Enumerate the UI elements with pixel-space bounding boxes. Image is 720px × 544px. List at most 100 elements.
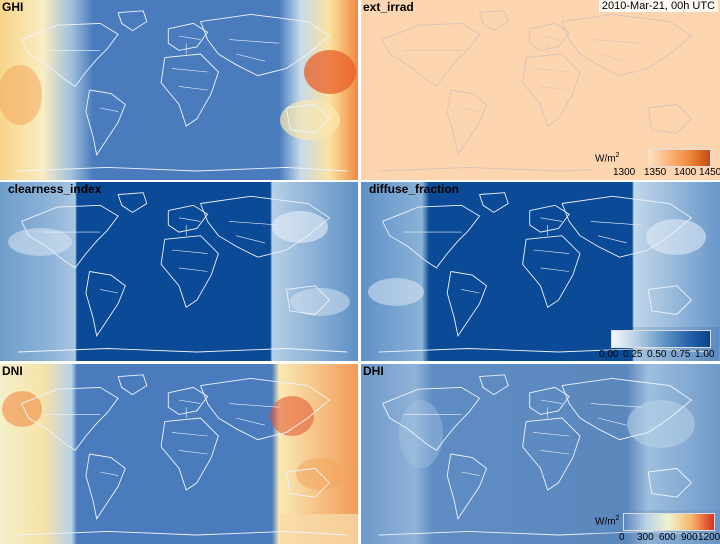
country-border bbox=[178, 450, 208, 455]
panel-title: GHI bbox=[2, 0, 24, 14]
panel-ghi: GHI bbox=[0, 0, 358, 180]
coastline bbox=[85, 89, 126, 156]
coastline bbox=[21, 204, 119, 269]
fraction-legend: 0.00 0.25 0.50 0.75 1.00 bbox=[599, 327, 719, 361]
coastline bbox=[17, 348, 348, 353]
coastline bbox=[200, 377, 331, 441]
coastline bbox=[446, 453, 488, 520]
clearness-index-coastlines bbox=[17, 192, 348, 353]
coastline bbox=[479, 192, 509, 213]
country-border bbox=[533, 68, 570, 73]
coastline bbox=[529, 386, 570, 415]
coastline bbox=[382, 386, 481, 452]
coastline bbox=[85, 271, 126, 338]
country-border bbox=[171, 249, 208, 254]
country-border bbox=[540, 35, 563, 40]
coastline bbox=[160, 53, 219, 127]
panel-title: diffuse_fraction bbox=[369, 182, 460, 196]
country-border bbox=[540, 399, 563, 404]
coastline bbox=[561, 377, 693, 441]
legend-tick: 600 bbox=[659, 532, 676, 543]
country-border bbox=[533, 432, 570, 437]
ghi-map bbox=[0, 0, 358, 180]
legend-colorbar bbox=[611, 330, 711, 348]
dni-map bbox=[0, 364, 358, 544]
panel-dhi: DHI W/m2 0 300 600 900 1200 bbox=[361, 364, 720, 544]
country-border bbox=[590, 39, 642, 44]
legend-tick: 900 bbox=[681, 532, 698, 543]
coastline bbox=[117, 374, 148, 396]
country-border bbox=[540, 267, 570, 272]
country-border bbox=[236, 53, 265, 62]
country-border bbox=[597, 53, 627, 62]
coastline bbox=[167, 22, 209, 51]
coastline bbox=[529, 204, 570, 233]
country-border bbox=[236, 417, 265, 426]
country-border bbox=[178, 267, 208, 272]
country-border bbox=[100, 289, 119, 294]
coastline bbox=[522, 53, 581, 127]
coastline bbox=[561, 195, 693, 258]
country-border bbox=[229, 403, 280, 408]
country-border bbox=[100, 107, 119, 112]
coastline bbox=[200, 195, 331, 258]
country-border bbox=[178, 86, 208, 91]
coastline bbox=[446, 271, 488, 338]
diffuse-fraction-coastlines bbox=[378, 192, 710, 353]
ghi-coastlines bbox=[17, 10, 348, 172]
panel-title: clearness_index bbox=[8, 182, 102, 196]
country-border bbox=[540, 86, 570, 91]
coastline bbox=[21, 22, 119, 88]
country-border bbox=[171, 68, 208, 73]
coastline bbox=[647, 285, 692, 315]
panel-ext-irrad: ext_irrad 2010-Mar-21, 00h UTC W/m2 1300… bbox=[361, 0, 720, 180]
country-border bbox=[590, 221, 642, 226]
coastline bbox=[446, 89, 488, 156]
country-border bbox=[178, 217, 201, 222]
coastline bbox=[85, 453, 126, 520]
country-border bbox=[236, 235, 265, 244]
coastline bbox=[117, 10, 148, 32]
coastline bbox=[160, 235, 219, 309]
coastline bbox=[479, 10, 509, 32]
legend-tick: 1450 bbox=[699, 167, 720, 178]
coastline bbox=[167, 386, 209, 415]
legend-tick: 1200 bbox=[698, 532, 720, 543]
coastline bbox=[285, 285, 331, 315]
legend-tick: 1300 bbox=[613, 167, 636, 178]
coastline bbox=[522, 235, 581, 309]
country-border bbox=[461, 289, 480, 294]
panel-title: ext_irrad bbox=[363, 0, 414, 14]
irradiance-legend: W/m2 0 300 600 900 1200 bbox=[593, 510, 720, 544]
legend-unit: W/m2 bbox=[595, 515, 620, 528]
country-border bbox=[597, 417, 627, 426]
panel-title: DHI bbox=[363, 364, 384, 378]
coastline bbox=[522, 417, 581, 491]
coastline bbox=[647, 103, 692, 134]
legend-unit: W/m2 bbox=[595, 152, 620, 165]
country-border bbox=[597, 235, 627, 244]
coastline bbox=[117, 192, 148, 213]
clearness-index-map bbox=[0, 182, 358, 361]
country-border bbox=[171, 432, 208, 437]
coastline bbox=[160, 417, 219, 491]
panel-title: DNI bbox=[2, 364, 23, 378]
legend-tick: 1350 bbox=[644, 167, 667, 178]
legend-colorbar bbox=[647, 149, 711, 167]
legend-tick: 1400 bbox=[674, 167, 697, 178]
panel-dni: DNI bbox=[0, 364, 358, 544]
country-border bbox=[178, 399, 201, 404]
country-border bbox=[590, 403, 642, 408]
coastline bbox=[378, 348, 710, 353]
country-border bbox=[178, 35, 201, 40]
coastline bbox=[17, 530, 348, 536]
country-border bbox=[533, 249, 570, 254]
coastline bbox=[17, 166, 348, 172]
country-border bbox=[461, 107, 480, 112]
coastline bbox=[479, 374, 509, 396]
country-border bbox=[540, 217, 563, 222]
coastline bbox=[647, 467, 692, 498]
legend-tick: 0.00 bbox=[599, 349, 619, 360]
country-border bbox=[100, 471, 119, 476]
legend-tick: 0.25 bbox=[623, 349, 643, 360]
